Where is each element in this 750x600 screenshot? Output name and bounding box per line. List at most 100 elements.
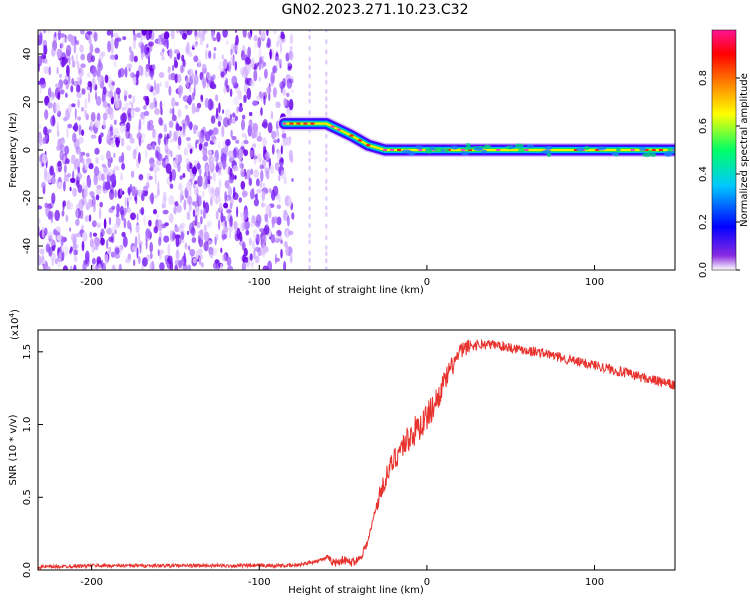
noise-streak [325,266,328,270]
noise-speckle [268,210,272,219]
noise-speckle [196,162,201,170]
noise-streak [325,71,328,77]
noise-speckle [233,96,240,105]
noise-speckle [225,207,232,215]
noise-speckle [113,127,120,140]
noise-speckle [259,164,264,170]
noise-speckle [44,109,49,120]
noise-speckle [149,102,155,110]
noise-speckle [251,240,256,250]
noise-speckle [92,30,97,39]
noise-speckle [170,72,176,81]
noise-speckle [243,94,247,104]
noise-speckle [40,54,47,60]
noise-speckle [242,114,246,120]
noise-speckle [288,50,293,59]
noise-speckle [104,171,107,181]
noise-speckle [76,92,82,99]
noise-speckle [193,124,197,135]
noise-speckle [212,127,219,135]
noise-streak [325,96,328,102]
noise-speckle [199,36,204,46]
noise-speckle [45,266,51,270]
noise-speckle [73,249,78,256]
noise-speckle [286,229,289,239]
signal-speckle [647,149,652,154]
noise-speckle [128,94,132,99]
noise-speckle [264,224,270,236]
noise-speckle [59,33,66,38]
noise-speckle [145,238,148,250]
noise-speckle [164,222,169,227]
noise-speckle [196,221,201,229]
noise-speckle [220,263,223,270]
noise-speckle [180,64,184,74]
noise-speckle [269,187,272,194]
noise-speckle [168,120,174,128]
noise-streak [308,214,311,220]
noise-speckle [235,34,239,46]
noise-speckle [207,240,213,245]
noise-speckle [125,257,131,264]
noise-speckle [244,256,248,263]
noise-speckle [247,46,252,58]
signal-speckle [663,152,673,157]
signal-speckle [465,143,471,148]
noise-speckle [100,132,104,138]
noise-speckle [233,44,239,52]
noise-speckle [97,76,102,86]
noise-speckle [263,95,266,106]
noise-speckle [95,95,102,106]
noise-speckle [288,230,294,236]
noise-speckle [84,163,89,171]
noise-speckle [186,211,191,221]
noise-speckle [201,176,208,188]
noise-speckle [158,236,162,247]
noise-speckle [202,200,206,209]
noise-speckle [229,216,233,227]
noise-speckle [225,77,229,89]
noise-speckle [79,44,84,53]
noise-speckle [112,32,119,39]
noise-speckle [280,248,283,259]
noise-speckle [249,253,253,261]
noise-speckle [173,49,180,54]
noise-speckle [80,53,85,61]
noise-speckle [118,155,123,163]
noise-speckle [43,66,49,74]
noise-speckle [81,224,84,230]
noise-speckle [63,245,69,257]
noise-speckle [149,166,154,172]
noise-speckle [249,149,253,158]
noise-speckle [159,51,164,57]
noise-speckle [117,69,122,79]
noise-speckle [253,169,259,178]
noise-speckle [227,150,234,158]
noise-speckle [152,142,156,151]
noise-speckle [155,30,158,33]
noise-speckle [58,73,63,78]
noise-speckle [49,235,53,239]
noise-speckle [127,197,130,202]
signal-peak [496,149,501,151]
noise-speckle [152,91,157,96]
noise-speckle [175,101,179,107]
noise-speckle [170,30,175,40]
noise-speckle [122,236,128,248]
noise-speckle [254,194,257,199]
noise-speckle [50,252,57,262]
noise-speckle [186,136,191,142]
noise-streak [308,239,311,245]
noise-speckle [87,31,93,35]
noise-speckle [267,260,273,270]
noise-speckle [81,88,86,95]
noise-speckle [264,213,269,220]
noise-speckle [253,198,259,207]
noise-speckle [47,30,51,35]
noise-speckle [145,228,151,239]
noise-speckle [260,107,263,116]
noise-speckle [189,162,193,170]
noise-speckle [280,158,284,163]
noise-streak [308,222,311,228]
noise-speckle [276,149,282,160]
